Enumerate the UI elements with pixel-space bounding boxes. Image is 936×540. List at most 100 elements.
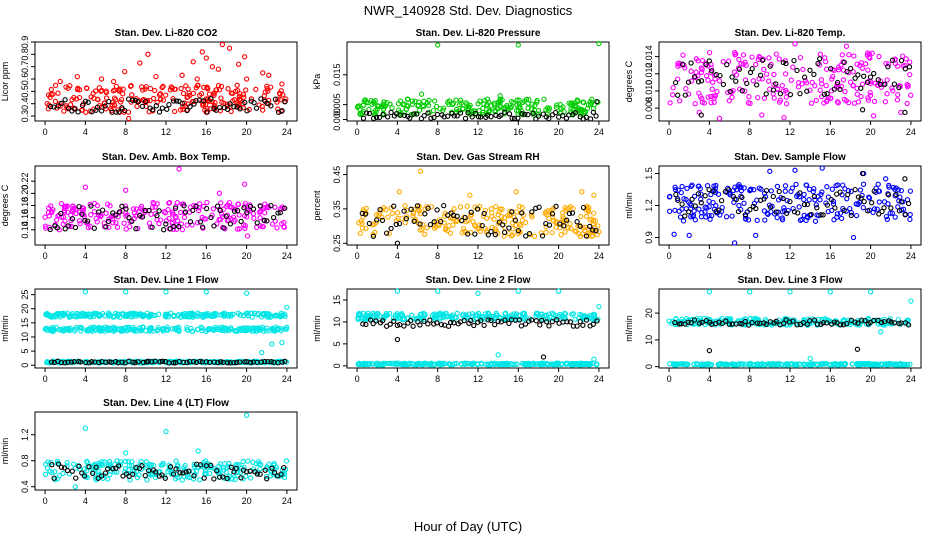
data-point [178,221,185,227]
data-point [708,212,715,219]
data-point [903,56,909,62]
data-point [360,321,366,327]
data-point [279,339,285,346]
data-point [779,82,785,89]
data-point [217,104,223,111]
panel-title: Stan. Dev. Amb. Box Temp. [102,152,230,163]
data-point [47,103,54,110]
x-tick-label: 24 [282,127,292,137]
data-point [711,93,717,99]
data-point [78,328,84,334]
data-point [803,80,810,86]
data-point [74,314,80,320]
data-point [278,471,284,477]
data-point [698,200,704,206]
data-point [773,318,779,324]
data-point [739,194,745,201]
y-tick-label: 0.3 [20,110,30,123]
data-point [716,115,723,122]
data-point [458,217,465,224]
data-point [555,360,562,366]
data-point [391,318,397,324]
data-point [905,200,912,207]
data-point [236,212,242,218]
data-point [134,103,140,110]
data-point [236,226,242,232]
data-point [139,463,145,469]
data-point [144,477,150,483]
data-point [770,193,776,200]
data-point [258,207,264,214]
plot-frame [658,165,922,246]
panel-title: Stan. Dev. Li-820 Temp. [735,28,846,39]
data-point [223,469,229,476]
data-point [497,362,503,368]
x-tick-label: 16 [513,127,523,137]
y-tick-label: 1.5 [644,167,654,180]
data-point [843,43,850,49]
data-point [733,72,740,78]
data-point [691,208,697,214]
data-point [899,53,906,59]
data-point [867,90,873,96]
data-point [76,94,83,101]
data-point [181,214,188,221]
x-tick-label: 20 [866,374,876,384]
data-point [742,361,748,367]
data-point [359,220,365,226]
data-point [50,207,56,213]
data-point [887,361,894,367]
x-tick-label: 16 [513,374,523,384]
data-point [467,192,473,198]
data-point [199,224,206,230]
data-point [464,314,470,320]
data-point [693,56,700,62]
data-point [591,210,597,216]
data-point [736,66,743,72]
data-point [176,166,182,172]
data-point [860,181,867,187]
data-point [523,233,529,239]
data-point [43,225,49,231]
data-point [549,318,556,325]
data-point [173,476,179,482]
data-point [519,217,525,224]
data-point [72,484,78,490]
data-point [539,233,546,239]
data-point [485,362,491,368]
data-point [441,105,447,111]
data-point [185,474,191,480]
data-point [585,102,592,108]
data-point [733,78,739,84]
data-point [778,361,784,367]
data-point [672,187,679,193]
data-point [530,360,536,366]
data-point [462,115,469,122]
data-point [889,57,896,63]
data-point [248,96,255,102]
data-point [858,85,864,91]
data-point [355,103,361,110]
data-point [220,311,226,317]
data-point [282,205,288,211]
data-point [449,361,456,368]
data-point [410,210,416,216]
data-point [509,232,516,238]
data-point [163,221,169,227]
data-point [391,203,397,209]
y-axis-label: degrees C [0,184,10,226]
data-point [580,322,586,328]
data-point [232,476,238,483]
data-point [104,324,111,331]
series-1 [667,41,914,122]
data-point [193,203,199,210]
data-point [837,86,843,93]
data-point [217,216,224,223]
data-point [60,310,66,316]
data-point [883,176,889,182]
data-point [745,217,752,223]
data-point [553,218,559,224]
data-point [270,214,277,221]
data-point [809,79,815,86]
data-point [258,96,264,102]
